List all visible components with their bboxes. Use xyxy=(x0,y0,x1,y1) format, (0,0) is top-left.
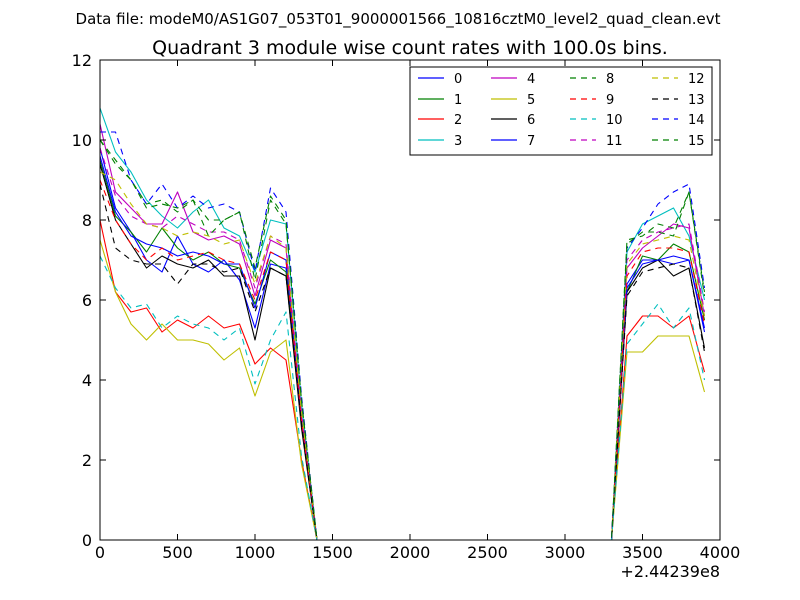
legend-label-9: 9 xyxy=(606,93,614,108)
legend-label-6: 6 xyxy=(527,113,535,128)
x-offset-label: +2.44239e8 xyxy=(620,562,720,581)
suptitle: Data file: modeM0/AS1G07_053T01_90000015… xyxy=(76,10,721,29)
chart-title: Quadrant 3 module wise count rates with … xyxy=(152,37,668,59)
legend-label-5: 5 xyxy=(527,93,535,108)
x-tick-label: 0 xyxy=(95,543,105,562)
legend-label-8: 8 xyxy=(606,72,614,87)
x-tick-label: 3500 xyxy=(622,543,663,562)
legend-label-2: 2 xyxy=(454,113,462,128)
legend-label-0: 0 xyxy=(454,72,462,87)
y-tick-label: 4 xyxy=(82,371,92,390)
legend-label-7: 7 xyxy=(527,134,535,149)
x-tick-label: 500 xyxy=(162,543,193,562)
legend-label-3: 3 xyxy=(454,134,462,149)
legend-label-1: 1 xyxy=(454,93,462,108)
y-tick-label: 0 xyxy=(82,531,92,550)
axis-ticks: 0 500 1000 1500 2000 2500 3000 3500 400002468101… xyxy=(72,51,741,562)
x-tick-label: 1000 xyxy=(235,543,276,562)
x-tick-label: 3000 xyxy=(545,543,586,562)
x-tick-label: 4000 xyxy=(700,543,741,562)
y-tick-label: 2 xyxy=(82,451,92,470)
legend-label-13: 13 xyxy=(688,93,705,108)
legend-label-12: 12 xyxy=(688,72,705,87)
y-tick-label: 10 xyxy=(72,131,92,150)
legend-label-4: 4 xyxy=(527,72,535,87)
x-tick-label: 1500 xyxy=(312,543,353,562)
legend-box xyxy=(409,66,713,156)
y-tick-label: 12 xyxy=(72,51,92,70)
legend-label-10: 10 xyxy=(606,113,623,128)
x-tick-label: 2500 xyxy=(467,543,508,562)
legend-label-15: 15 xyxy=(688,134,705,149)
y-tick-label: 6 xyxy=(82,291,92,310)
x-tick-label: 2000 xyxy=(390,543,431,562)
y-tick-label: 8 xyxy=(82,211,92,230)
legend-label-14: 14 xyxy=(688,113,705,128)
legend-label-11: 11 xyxy=(606,134,623,149)
